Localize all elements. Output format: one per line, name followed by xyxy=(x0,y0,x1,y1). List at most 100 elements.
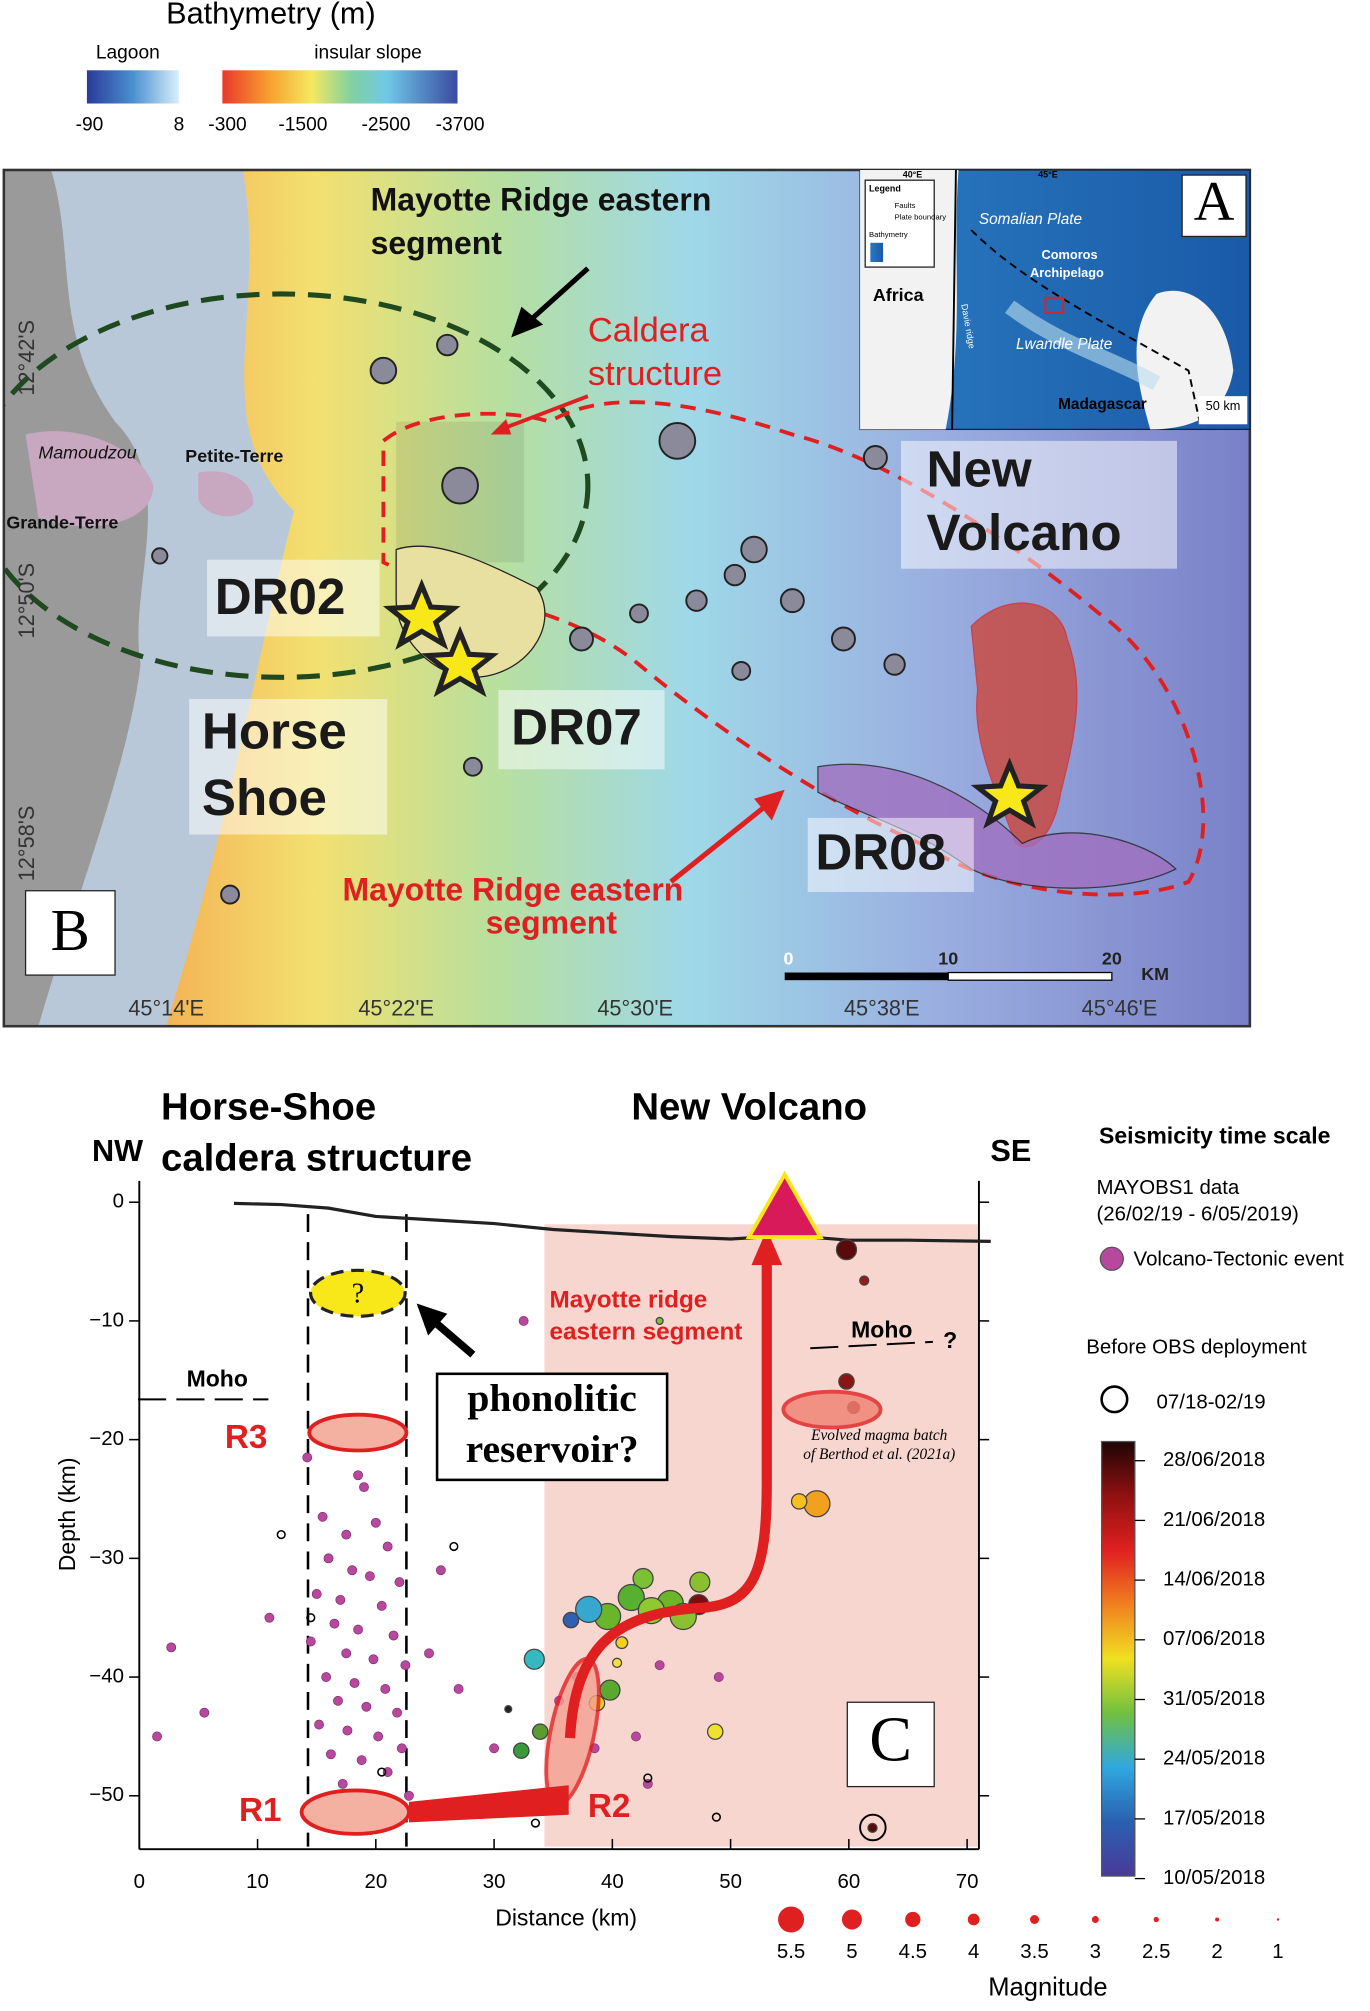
event xyxy=(306,1613,316,1623)
event xyxy=(377,1767,387,1777)
legend-label: Before OBS deployment xyxy=(1086,1336,1307,1359)
legend-label: (26/02/19 - 6/05/2019) xyxy=(1097,1203,1299,1226)
map-label: segment xyxy=(371,225,503,261)
annotation: Moho xyxy=(851,1317,912,1343)
event xyxy=(706,1723,724,1740)
map-label: Caldera xyxy=(588,311,710,349)
section-title: New Volcano xyxy=(631,1085,867,1128)
arrow xyxy=(669,803,769,884)
x-axis-label: Distance (km) xyxy=(495,1905,637,1931)
event xyxy=(575,1595,603,1624)
annotation: Evolved magma batch xyxy=(810,1427,948,1444)
legend-entry: Volcano-Tectonic event xyxy=(1134,1247,1345,1270)
event xyxy=(356,1755,367,1766)
x-tick-label: 60 xyxy=(837,1870,860,1893)
color-bar xyxy=(86,70,179,104)
inset-map: Legend Faults Plate boundary Bathymetry … xyxy=(859,169,1251,431)
event xyxy=(349,1678,360,1688)
panel-label: C xyxy=(869,1703,912,1774)
map-label: Mayotte Ridge eastern xyxy=(371,181,712,217)
new-volcano xyxy=(745,1170,824,1239)
tick-label: -90 xyxy=(76,114,104,135)
caldera-outline xyxy=(3,291,591,680)
event xyxy=(518,1316,529,1326)
legend-title: Bathymetry (m) xyxy=(166,0,376,30)
legend-label: Lagoon xyxy=(96,43,160,64)
horse-shoe-flows xyxy=(395,545,546,678)
map-label: Horse xyxy=(202,702,347,759)
inset-legend-label: Plate boundary xyxy=(895,212,947,221)
event xyxy=(512,1742,530,1759)
ridge-outline xyxy=(381,400,1206,897)
panel-box xyxy=(846,1701,935,1788)
plate-boundary xyxy=(970,229,1203,430)
scale-label: 0 xyxy=(784,948,794,968)
event xyxy=(631,1731,641,1742)
size-legend-title: Magnitude xyxy=(988,1973,1107,2001)
lon-label: 45°38'E xyxy=(844,995,920,1020)
event xyxy=(617,1583,645,1612)
inset-scale-box xyxy=(1198,396,1248,425)
place-label: Mamoudzou xyxy=(38,442,136,462)
size-legend-label: 2 xyxy=(1211,1940,1222,1963)
event xyxy=(388,1630,399,1641)
event xyxy=(368,1654,379,1665)
event xyxy=(689,1571,711,1593)
annotation: R2 xyxy=(588,1788,630,1825)
inset-lon: 45°E xyxy=(1038,169,1058,179)
legend-title: Seismicity time scale xyxy=(1099,1122,1330,1148)
cones xyxy=(151,333,906,905)
scale-bar xyxy=(784,972,949,981)
color-bar-label: 10/05/2018 xyxy=(1163,1866,1265,1889)
event xyxy=(632,1567,654,1590)
event xyxy=(392,1707,403,1718)
event xyxy=(489,1743,499,1754)
y-tick-label: −30 xyxy=(89,1546,124,1569)
event xyxy=(302,1452,313,1463)
legend-swatch xyxy=(1100,1385,1129,1414)
annotation: reservoir? xyxy=(466,1427,639,1471)
size-legend-mark xyxy=(1276,1918,1280,1921)
scale-label: 10 xyxy=(938,948,958,968)
land xyxy=(3,169,148,1027)
place-label: Grande-Terre xyxy=(6,513,118,533)
plot-area: 0 10 20 30 40 50 60 70 0 −10 −20 −30 −40 −50 xyxy=(89,1180,991,1893)
inset-legend-label: Faults xyxy=(895,201,916,210)
size-legend-label: 3 xyxy=(1090,1940,1101,1963)
sample-star xyxy=(382,578,461,650)
legend-marks: 28/06/2018 21/06/2018 14/06/2018 07/06/2018… xyxy=(777,1448,1284,1963)
inset-lon: 40°E xyxy=(903,169,923,179)
event xyxy=(335,1594,346,1605)
size-legend-mark xyxy=(778,1906,805,1933)
event xyxy=(655,1316,664,1326)
moho-line xyxy=(810,1340,933,1350)
x-tick-label: 70 xyxy=(956,1870,979,1893)
panel-box xyxy=(24,890,116,976)
annotation: phonolitic xyxy=(467,1376,636,1420)
color-bar-label: 31/05/2018 xyxy=(1163,1687,1265,1710)
event xyxy=(835,1239,858,1261)
size-legend-label: 5.5 xyxy=(777,1940,805,1963)
event xyxy=(504,1705,513,1714)
event xyxy=(370,1517,381,1528)
arrow xyxy=(500,394,589,432)
size-legend-mark xyxy=(967,1913,980,1926)
event xyxy=(276,1530,286,1540)
event xyxy=(364,1571,375,1582)
tick-label: -3700 xyxy=(436,114,485,135)
label-box xyxy=(900,440,1178,569)
arrow-head xyxy=(511,306,544,338)
sample-label: DR08 xyxy=(815,824,946,881)
arrow-head xyxy=(490,419,512,435)
legend-label: MAYOBS1 data xyxy=(1097,1176,1240,1199)
event xyxy=(347,1565,358,1576)
size-legend-mark xyxy=(905,1911,921,1928)
lon-label: 45°46'E xyxy=(1082,995,1158,1020)
inset-label: Madagascar xyxy=(1058,396,1147,413)
inset-label: Africa xyxy=(873,285,925,305)
size-legend-label: 5 xyxy=(846,1940,857,1963)
annotation: Moho xyxy=(187,1365,248,1391)
legend-entry: 07/18-02/19 xyxy=(1157,1391,1266,1414)
tick-label: -2500 xyxy=(361,114,410,135)
